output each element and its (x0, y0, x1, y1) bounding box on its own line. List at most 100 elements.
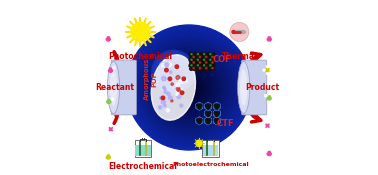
Circle shape (165, 68, 168, 72)
Circle shape (208, 104, 211, 107)
Circle shape (211, 62, 214, 65)
Circle shape (200, 64, 203, 67)
Circle shape (209, 56, 212, 59)
Circle shape (197, 104, 199, 107)
Circle shape (166, 65, 181, 79)
Circle shape (192, 62, 195, 65)
Circle shape (207, 107, 209, 109)
Circle shape (176, 76, 180, 79)
Circle shape (197, 54, 200, 57)
Circle shape (153, 52, 225, 123)
Circle shape (160, 59, 186, 85)
Text: Product: Product (246, 83, 280, 92)
Circle shape (171, 83, 174, 85)
Circle shape (180, 78, 198, 97)
Circle shape (176, 83, 180, 87)
Circle shape (171, 100, 173, 102)
Circle shape (199, 56, 201, 58)
Circle shape (206, 67, 207, 69)
Circle shape (210, 59, 211, 60)
Circle shape (206, 56, 207, 58)
Circle shape (183, 78, 187, 83)
Circle shape (167, 66, 211, 109)
Circle shape (210, 65, 213, 69)
Circle shape (199, 67, 201, 69)
Circle shape (210, 54, 211, 55)
Circle shape (193, 62, 194, 63)
Circle shape (215, 114, 218, 117)
Circle shape (217, 104, 220, 107)
Circle shape (110, 35, 113, 38)
Circle shape (199, 62, 202, 65)
Circle shape (208, 111, 211, 114)
Circle shape (163, 86, 165, 89)
FancyBboxPatch shape (203, 145, 218, 156)
Circle shape (191, 65, 194, 69)
Circle shape (214, 104, 217, 107)
Circle shape (214, 111, 217, 114)
Text: COF: COF (212, 55, 231, 64)
Ellipse shape (110, 69, 117, 106)
Circle shape (160, 62, 164, 66)
Circle shape (181, 80, 197, 95)
Circle shape (150, 48, 228, 127)
Circle shape (193, 67, 194, 69)
Circle shape (181, 79, 184, 83)
Circle shape (198, 105, 201, 107)
Circle shape (172, 70, 206, 105)
Circle shape (197, 59, 198, 60)
Circle shape (191, 59, 192, 60)
Circle shape (204, 65, 207, 69)
Circle shape (164, 91, 167, 93)
Circle shape (103, 35, 107, 38)
Circle shape (106, 155, 110, 159)
Circle shape (147, 45, 231, 130)
Circle shape (266, 128, 269, 131)
Circle shape (109, 124, 112, 127)
Circle shape (199, 67, 202, 70)
Circle shape (206, 119, 208, 121)
Circle shape (179, 89, 183, 92)
Circle shape (108, 68, 113, 72)
Circle shape (204, 60, 207, 63)
Circle shape (202, 56, 205, 59)
Circle shape (166, 109, 169, 112)
Circle shape (163, 104, 166, 107)
Circle shape (212, 62, 213, 63)
Circle shape (179, 79, 183, 83)
Circle shape (176, 93, 178, 95)
Circle shape (207, 114, 209, 117)
Circle shape (113, 128, 116, 131)
Circle shape (161, 76, 166, 81)
Circle shape (142, 41, 236, 134)
Circle shape (174, 72, 204, 103)
Circle shape (267, 151, 271, 156)
Circle shape (200, 104, 202, 107)
Circle shape (211, 56, 214, 59)
Circle shape (187, 86, 191, 89)
Circle shape (212, 53, 215, 56)
Circle shape (215, 120, 218, 122)
Circle shape (138, 36, 240, 139)
Circle shape (152, 50, 226, 125)
Text: Amorphous
POP: Amorphous POP (144, 58, 157, 100)
Circle shape (139, 37, 239, 138)
Circle shape (149, 47, 229, 128)
Circle shape (186, 84, 192, 91)
Circle shape (193, 58, 196, 62)
Circle shape (169, 68, 178, 76)
Circle shape (217, 111, 220, 114)
Circle shape (206, 111, 208, 114)
Circle shape (165, 63, 169, 67)
Circle shape (175, 65, 178, 68)
Circle shape (153, 51, 194, 92)
Circle shape (170, 69, 176, 75)
Circle shape (127, 25, 251, 150)
Circle shape (208, 64, 211, 67)
Circle shape (215, 107, 218, 109)
Circle shape (271, 94, 274, 97)
Circle shape (198, 107, 201, 109)
Circle shape (266, 65, 269, 68)
FancyBboxPatch shape (111, 60, 136, 115)
Circle shape (105, 66, 109, 70)
